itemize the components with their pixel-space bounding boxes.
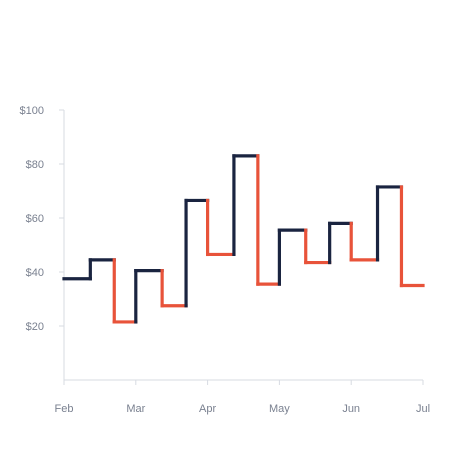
x-tick-label: Jun — [342, 403, 360, 415]
y-tick-label: $40 — [26, 267, 44, 279]
x-tick-label: Feb — [55, 403, 74, 415]
y-tick-label: $20 — [26, 321, 44, 333]
series — [62, 154, 425, 324]
x-tick-label: May — [269, 403, 290, 415]
x-tick-label: Jul — [416, 403, 430, 415]
y-tick-label: $80 — [26, 159, 44, 171]
y-tick-label: $60 — [26, 213, 44, 225]
x-tick-label: Mar — [126, 403, 145, 415]
y-tick-label: $100 — [20, 105, 44, 117]
x-tick-label: Apr — [199, 403, 216, 415]
tick-labels: $20 $40 $60 $80 $100 Feb Mar Apr May Jun Jul — [20, 105, 431, 415]
axes — [59, 109, 424, 385]
